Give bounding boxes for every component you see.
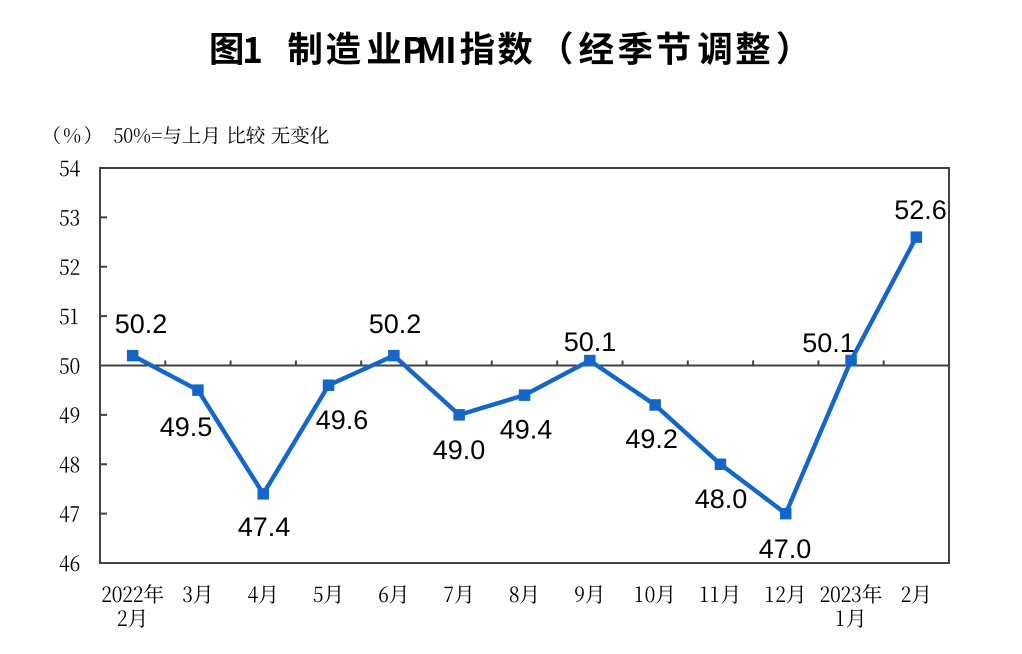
svg-text:50.1: 50.1 bbox=[564, 327, 617, 357]
svg-text:52.6: 52.6 bbox=[894, 195, 947, 225]
svg-text:49.2: 49.2 bbox=[625, 424, 678, 454]
svg-text:47.0: 47.0 bbox=[759, 534, 812, 564]
svg-text:49.0: 49.0 bbox=[433, 435, 486, 465]
svg-text:50.2: 50.2 bbox=[369, 309, 422, 339]
svg-text:48.0: 48.0 bbox=[695, 484, 748, 514]
svg-text:49.5: 49.5 bbox=[160, 412, 213, 442]
svg-text:47.4: 47.4 bbox=[238, 512, 291, 542]
svg-text:49.4: 49.4 bbox=[500, 415, 553, 445]
svg-text:50.2: 50.2 bbox=[115, 309, 168, 339]
svg-text:49.6: 49.6 bbox=[316, 405, 369, 435]
svg-text:50.1: 50.1 bbox=[802, 328, 855, 358]
